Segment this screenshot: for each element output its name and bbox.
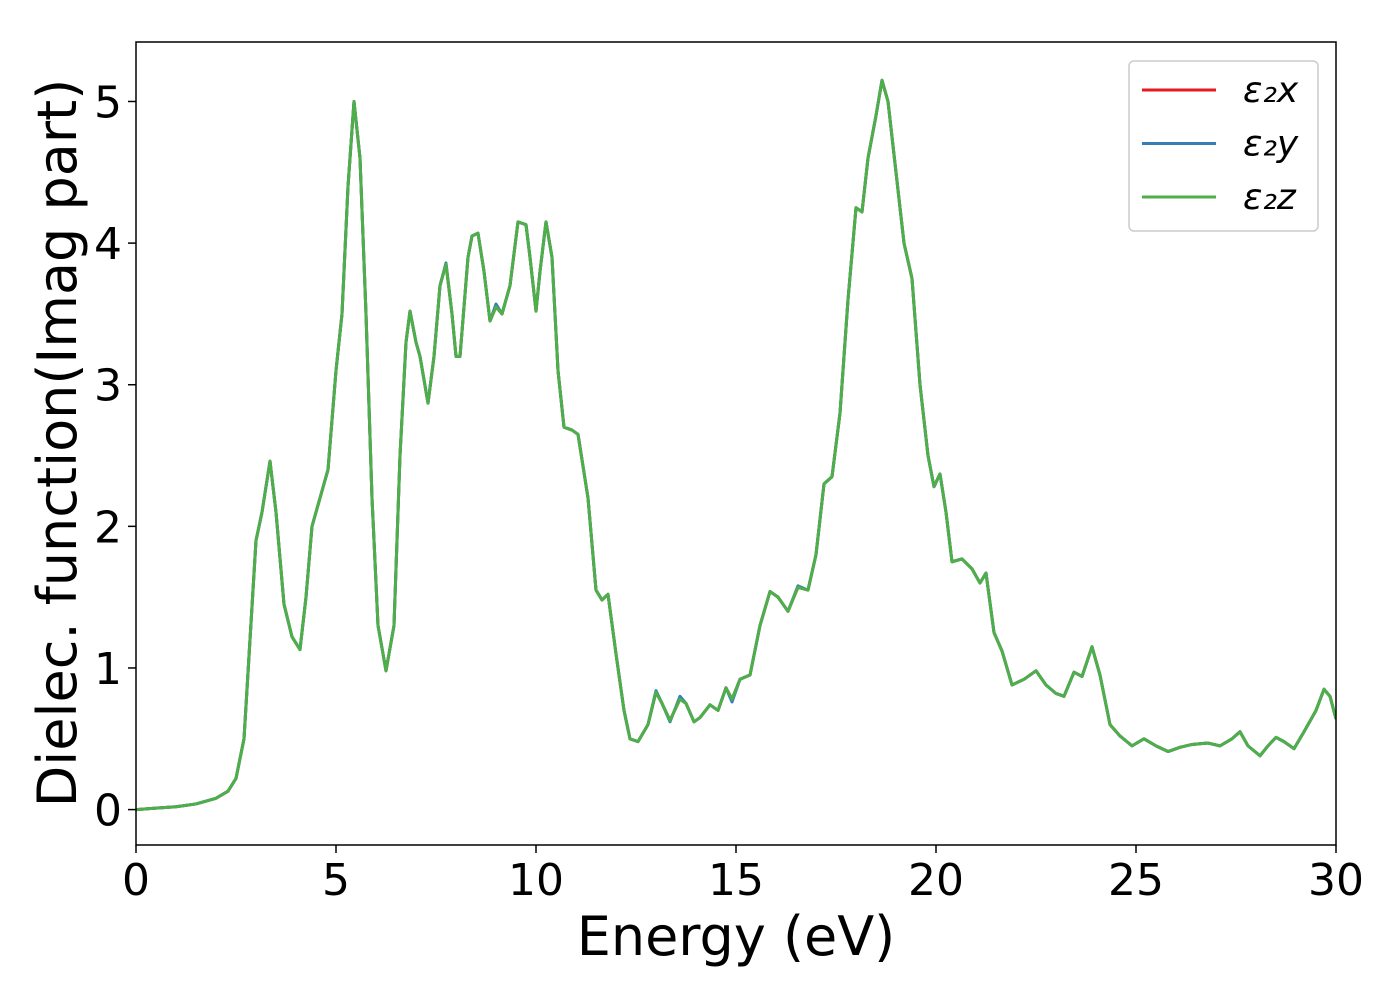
x-tick-label: 5 — [322, 855, 350, 906]
x-axis-label: Energy (eV) — [577, 905, 896, 968]
y-tick-label: 1 — [94, 644, 122, 695]
legend-label: ε₂x — [1243, 70, 1299, 111]
legend-box — [1128, 60, 1319, 232]
y-tick-label: 5 — [94, 77, 122, 128]
plot-frame — [135, 41, 1337, 846]
legend-label: ε₂z — [1243, 177, 1297, 218]
x-tick-label: 30 — [1308, 855, 1364, 906]
y-tick-label: 0 — [94, 786, 122, 837]
x-tick-label: 20 — [908, 855, 964, 906]
series-line — [136, 78, 1336, 812]
y-tick-label: 3 — [94, 361, 122, 412]
y-axis-label: Dielec. function(Imag part) — [26, 79, 89, 808]
x-tick-label: 10 — [508, 855, 564, 906]
y-tick-label: 4 — [94, 219, 122, 270]
x-tick-label: 15 — [708, 855, 764, 906]
x-tick-label: 0 — [122, 855, 150, 906]
y-tick-label: 2 — [94, 502, 122, 553]
x-tick-label: 25 — [1108, 855, 1164, 906]
legend-label: ε₂y — [1243, 124, 1299, 165]
